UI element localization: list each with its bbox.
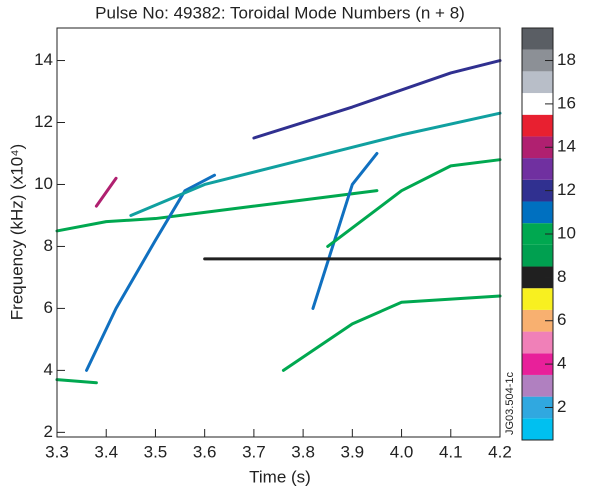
colorbar-tick-label: 8 <box>557 267 566 286</box>
colorbar-band <box>522 201 553 224</box>
colorbar-band <box>522 28 553 50</box>
mode-trace <box>311 151 379 310</box>
mode-trace <box>85 173 217 372</box>
colorbar-tick-label: 10 <box>557 223 576 242</box>
mode-trace <box>252 59 502 140</box>
colorbar-band <box>522 49 553 72</box>
colorbar-tick-label: 18 <box>557 50 576 69</box>
colorbar-band <box>522 93 553 115</box>
colorbar-tick-label: 6 <box>557 310 566 329</box>
colorbar-band <box>522 114 553 137</box>
colorbar-band <box>522 223 553 245</box>
colorbar-band <box>522 266 553 289</box>
colorbar-tick-label: 2 <box>557 397 566 416</box>
colorbar-band <box>522 288 553 310</box>
colorbar-band <box>522 374 553 397</box>
x-tick-label: 4.2 <box>488 442 512 461</box>
mode-trace <box>129 111 502 217</box>
x-axis-label: Time (s) <box>249 467 311 486</box>
mode-trace <box>326 158 502 248</box>
colorbar-band <box>522 136 553 159</box>
colorbar-tick-label: 4 <box>557 354 566 373</box>
x-tick-label: 3.6 <box>193 442 217 461</box>
colorbar-tick-label: 16 <box>557 93 576 112</box>
y-tick-label: 14 <box>34 50 53 69</box>
colorbar-band <box>522 331 553 354</box>
colorbar-band <box>522 179 553 202</box>
y-tick-label: 4 <box>44 360 53 379</box>
mode-trace <box>94 176 118 208</box>
colorbar-band <box>522 353 553 375</box>
y-tick-label: 6 <box>44 298 53 317</box>
colorbar-band <box>522 244 553 267</box>
y-tick-label: 12 <box>34 112 53 131</box>
x-tick-label: 3.5 <box>144 442 168 461</box>
x-tick-label: 3.8 <box>291 442 315 461</box>
side-label: JG03.504-1c <box>504 372 516 435</box>
mode-trace <box>55 378 98 385</box>
colorbar-band <box>522 158 553 180</box>
y-axis-label: Frequency (kHz) (x10⁴) <box>7 144 26 320</box>
colorbar-band <box>522 309 553 332</box>
mode-trace <box>281 294 502 372</box>
chart-title: Pulse No: 49382: Toroidal Mode Numbers (… <box>95 3 465 22</box>
colorbar-band <box>522 71 553 94</box>
mode-trace <box>55 189 379 233</box>
x-tick-label: 4.1 <box>439 442 463 461</box>
x-tick-label: 3.9 <box>341 442 365 461</box>
plot-frame <box>56 27 501 438</box>
x-tick-label: 3.7 <box>242 442 266 461</box>
colorbar-tick-label: 14 <box>557 137 576 156</box>
y-tick-label: 8 <box>44 236 53 255</box>
x-tick-label: 4.0 <box>390 442 414 461</box>
y-tick-label: 2 <box>44 422 53 441</box>
colorbar-band <box>522 418 553 440</box>
colorbar-band <box>522 396 553 419</box>
x-tick-label: 3.4 <box>94 442 118 461</box>
y-tick-label: 10 <box>34 174 53 193</box>
x-tick-label: 3.3 <box>45 442 69 461</box>
colorbar-tick-label: 12 <box>557 180 576 199</box>
